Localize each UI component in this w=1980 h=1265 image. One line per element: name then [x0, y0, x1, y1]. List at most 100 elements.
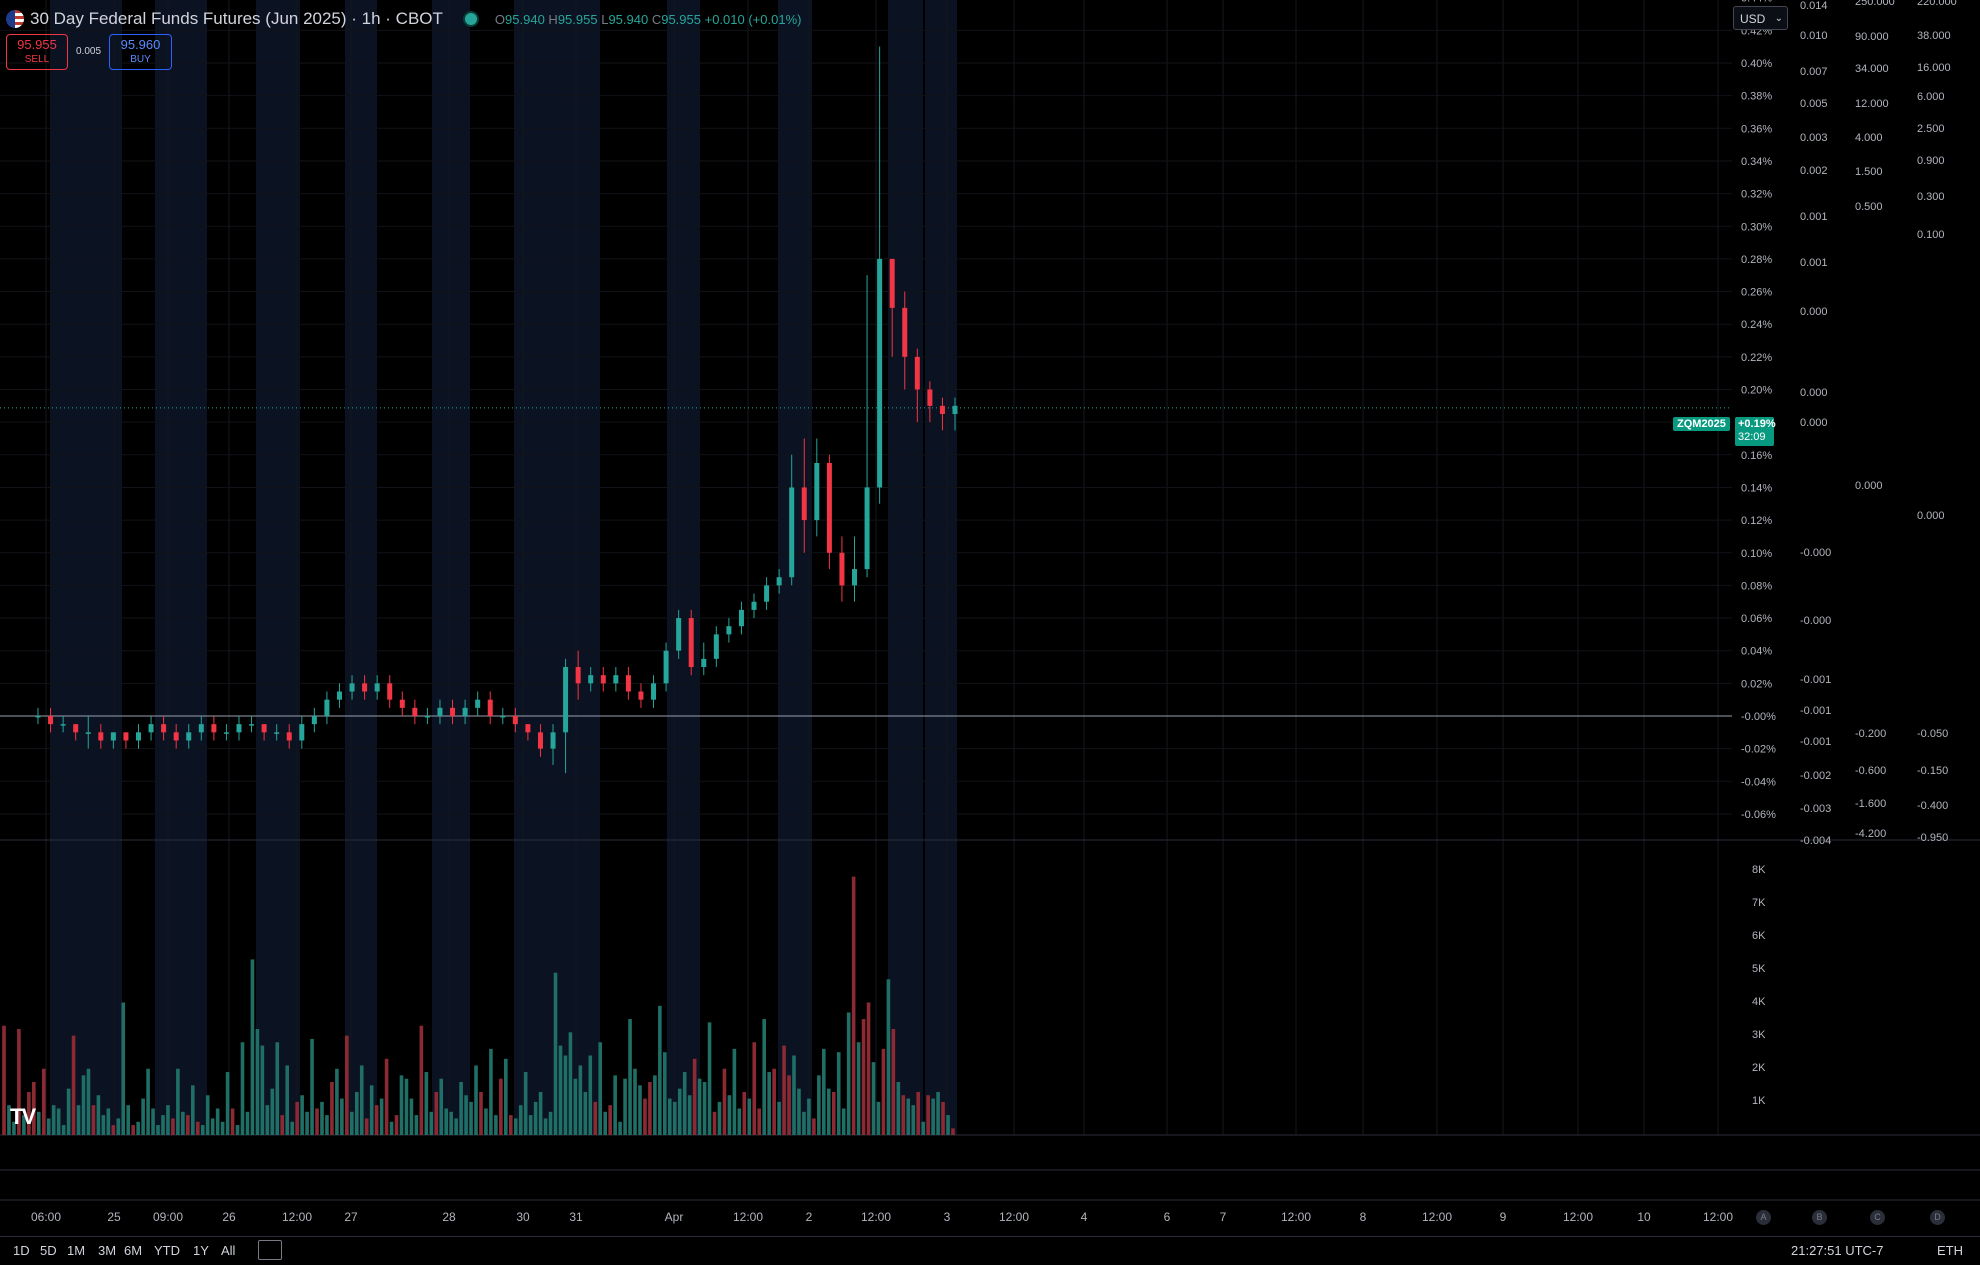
volume-bar — [533, 1101, 538, 1135]
currency-select[interactable]: USD ⌄ — [1733, 6, 1788, 30]
scale-tick-label: 0.010 — [1800, 30, 1828, 42]
candle-body — [952, 405, 958, 414]
volume-bar — [469, 1101, 473, 1135]
scale-button-b[interactable]: B — [1812, 1210, 1827, 1225]
candle-body — [261, 724, 267, 733]
scale-tick-label: -0.000 — [1800, 615, 1831, 627]
volume-bar — [702, 1082, 707, 1135]
volume-bar — [692, 1058, 697, 1135]
range-button-1d[interactable]: 1D — [13, 1243, 30, 1258]
time-tick-label: 25 — [107, 1210, 121, 1224]
volume-bar — [762, 1019, 766, 1135]
volume-bar — [479, 1091, 483, 1135]
candle-body — [600, 675, 606, 684]
volume-bar — [240, 1042, 245, 1135]
range-button-3m[interactable]: 3M — [98, 1243, 117, 1258]
range-button-1m[interactable]: 1M — [67, 1243, 86, 1258]
tradingview-logo[interactable]: TV — [10, 1104, 36, 1129]
volume-bar — [672, 1101, 677, 1135]
candle-body — [311, 716, 317, 725]
volume-bar — [340, 1098, 344, 1135]
scale-tick-label: -0.050 — [1917, 728, 1948, 740]
candle-body — [186, 732, 192, 741]
ohlc-readout: O95.940 H95.955 L95.940 C95.955 +0.010 (… — [494, 11, 802, 27]
volume-bar — [886, 979, 891, 1135]
candle-body — [537, 732, 543, 749]
range-button-6m[interactable]: 6M — [124, 1243, 143, 1258]
volume-bar — [677, 1088, 682, 1135]
candle-body — [939, 405, 945, 414]
candle-body — [500, 716, 506, 718]
sell-button[interactable]: 95.955 SELL — [6, 34, 68, 70]
session-band — [778, 0, 812, 1135]
volume-bar — [593, 1101, 598, 1135]
volume-bar — [598, 1042, 603, 1135]
bottom-toolbar — [0, 1236, 1980, 1265]
volume-tick-label: 3K — [1752, 1029, 1766, 1041]
volume-bar — [732, 1048, 737, 1135]
candle-body — [173, 732, 179, 741]
scale-button-d[interactable]: D — [1930, 1210, 1945, 1225]
calendar-range-icon[interactable] — [258, 1240, 282, 1260]
buy-button[interactable]: 95.960 BUY — [109, 34, 172, 70]
range-button-ytd[interactable]: YTD — [154, 1243, 180, 1258]
price-tick-label: 0.10% — [1741, 548, 1772, 560]
volume-bar — [434, 1091, 439, 1135]
candle-body — [701, 658, 707, 668]
session-toggle[interactable]: ETH — [1937, 1243, 1963, 1258]
volume-bar — [921, 1121, 925, 1135]
volume-bar — [86, 1068, 91, 1135]
volume-tick-label: 4K — [1752, 996, 1766, 1008]
scale-button-c[interactable]: C — [1870, 1210, 1885, 1225]
price-tick-label: 0.30% — [1741, 221, 1772, 233]
volume-bar — [464, 1095, 468, 1135]
volume-bar — [747, 1098, 752, 1135]
price-tick-label: -0.06% — [1741, 809, 1776, 821]
candle-body — [412, 707, 418, 716]
scale-tick-label: 0.900 — [1917, 155, 1945, 167]
time-tick-label: 8 — [1360, 1210, 1367, 1224]
volume-bar — [220, 1121, 225, 1135]
volume-bar — [459, 1082, 463, 1135]
price-tick-label: 0.12% — [1741, 515, 1772, 527]
volume-bar — [697, 1078, 702, 1135]
volume-bar — [722, 1068, 727, 1135]
volume-bar — [66, 1088, 71, 1135]
scale-tick-label: -0.001 — [1800, 736, 1831, 748]
market-status-icon — [462, 11, 479, 27]
volume-bar — [787, 1075, 791, 1135]
volume-bar — [71, 1035, 76, 1135]
candle-body — [776, 577, 782, 586]
candle-body — [336, 691, 342, 700]
range-button-1y[interactable]: 1Y — [193, 1243, 209, 1258]
volume-bar — [752, 1042, 757, 1135]
price-tick-label: 0.24% — [1741, 319, 1772, 331]
timezone-clock[interactable]: 21:27:51 UTC-7 — [1791, 1243, 1884, 1258]
symbol-title[interactable]: 30 Day Federal Funds Futures (Jun 2025) … — [30, 9, 443, 28]
candle-body — [299, 724, 305, 741]
range-button-5d[interactable]: 5D — [40, 1243, 57, 1258]
scale-button-a[interactable]: A — [1756, 1210, 1771, 1225]
volume-bar — [280, 1115, 285, 1135]
volume-bar — [96, 1095, 101, 1135]
price-tick-label: 0.26% — [1741, 287, 1772, 299]
scale-tick-label: 250.000 — [1855, 0, 1895, 8]
volume-bar — [320, 1101, 324, 1135]
price-tick-label: 0.36% — [1741, 123, 1772, 135]
range-button-all[interactable]: All — [221, 1243, 236, 1258]
volume-bar — [871, 1062, 876, 1135]
candle-body — [651, 683, 657, 700]
candle-body — [914, 356, 920, 390]
volume-bar — [618, 1121, 622, 1135]
session-band — [256, 0, 300, 1135]
volume-bar — [613, 1075, 617, 1135]
scale-tick-label: -0.002 — [1800, 770, 1831, 782]
candle-body — [462, 707, 468, 716]
scale-tick-label: -0.001 — [1800, 705, 1831, 717]
volume-bar — [474, 1065, 478, 1135]
scale-tick-label: 0.014 — [1800, 0, 1828, 12]
candle-body — [525, 724, 531, 733]
candle-body — [839, 552, 845, 586]
